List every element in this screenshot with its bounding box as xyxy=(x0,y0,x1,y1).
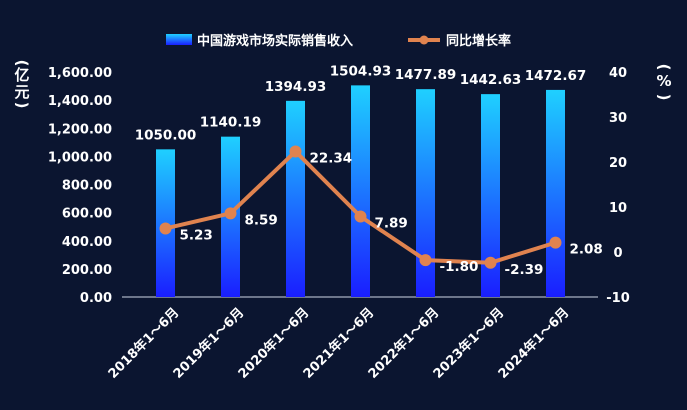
line-data-label: 8.59 xyxy=(245,212,278,228)
bar-data-label: 1477.89 xyxy=(395,67,457,83)
left-tick-label: 600.00 xyxy=(62,207,112,222)
bar-data-label: 1140.19 xyxy=(200,115,262,131)
left-tick-label: 400.00 xyxy=(62,235,112,250)
right-axis-title-char: ( xyxy=(655,64,673,71)
legend-line-label: 同比增长率 xyxy=(446,33,511,49)
right-tick-label: 30 xyxy=(609,111,627,126)
right-tick-label: 40 xyxy=(609,66,627,81)
right-axis-ticks: 40 30 20 10 0 -10 xyxy=(606,66,630,306)
left-axis-title-char: ( xyxy=(13,60,31,67)
line-data-label: 22.34 xyxy=(310,150,353,166)
left-tick-label: 800.00 xyxy=(62,179,112,194)
legend-line-marker xyxy=(419,35,429,45)
left-tick-label: 1,600.00 xyxy=(48,66,112,81)
line-data-label: 2.08 xyxy=(570,242,603,258)
bar-data-label: 1504.93 xyxy=(330,63,392,79)
left-tick-label: 200.00 xyxy=(62,263,112,278)
legend-bar-label: 中国游戏市场实际销售收入 xyxy=(197,33,353,49)
left-axis-title-char: 元 xyxy=(14,83,29,101)
bar xyxy=(546,89,565,297)
bar-data-label: 1050.00 xyxy=(135,127,197,143)
right-axis-title: (%) xyxy=(655,64,673,101)
right-tick-label: -10 xyxy=(606,291,630,306)
bar-data-label: 1472.67 xyxy=(525,68,587,84)
line-data-label: -2.39 xyxy=(505,262,544,278)
right-axis-title-char: % xyxy=(656,72,671,90)
right-tick-label: 10 xyxy=(609,201,627,216)
bar xyxy=(416,89,435,297)
line-data-label: 5.23 xyxy=(180,227,213,243)
line-data-labels: 5.23 8.59 22.34 7.89 -1.80 -2.39 2.08 xyxy=(180,150,603,277)
left-tick-label: 1,200.00 xyxy=(48,122,112,137)
left-axis-title: (亿元) xyxy=(13,60,31,109)
line-point xyxy=(354,210,367,223)
bar xyxy=(351,85,370,297)
line-series xyxy=(159,145,562,269)
line-point xyxy=(224,207,237,220)
right-axis-title-char: ) xyxy=(655,94,673,101)
left-tick-label: 0.00 xyxy=(80,291,112,306)
bar xyxy=(481,94,500,297)
line-point xyxy=(419,254,432,267)
left-tick-label: 1,000.00 xyxy=(48,150,112,165)
right-tick-label: 0 xyxy=(613,246,622,261)
left-axis-title-char: ) xyxy=(13,102,31,109)
legend-bar-swatch xyxy=(166,34,192,45)
legend: 中国游戏市场实际销售收入 同比增长率 xyxy=(166,33,511,49)
left-axis-ticks: 1,600.00 1,400.00 1,200.00 1,000.00 800.00 60… xyxy=(48,66,112,306)
left-axis-title-char: 亿 xyxy=(14,66,29,84)
line-data-label: -1.80 xyxy=(440,259,479,275)
line-data-label: 7.89 xyxy=(375,215,408,231)
bar xyxy=(286,100,305,297)
line-point xyxy=(484,256,497,269)
bar-data-label: 1442.63 xyxy=(460,72,522,88)
x-axis-categories: 2018年1～6月2019年1～6月2020年1～6月2021年1～6月2022… xyxy=(105,305,572,382)
line-point xyxy=(289,145,302,158)
line-point xyxy=(159,222,172,235)
right-tick-label: 20 xyxy=(609,156,627,171)
left-tick-label: 1,400.00 xyxy=(48,94,112,109)
line-point xyxy=(549,236,562,249)
bar-data-label: 1394.93 xyxy=(265,79,327,95)
